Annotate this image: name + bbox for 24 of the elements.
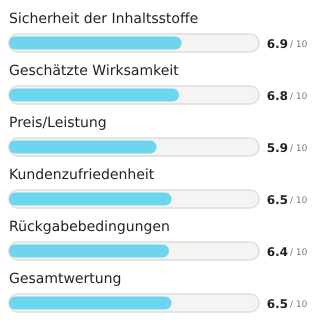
data-label: 6.8 [266,89,288,103]
bar [9,296,172,310]
data-label: 6.9 [266,37,288,51]
text: / 10 [290,196,308,206]
text: / 10 [290,92,308,102]
y-tick-label: Gesamtwertung [9,271,122,287]
bar [9,36,182,50]
y-tick-label: Geschätzte Wirksamkeit [9,63,180,79]
data-label: 6.5 [266,297,288,311]
data-label: 6.4 [266,245,288,259]
text: / 10 [290,40,308,50]
bar [9,192,172,206]
bar [9,244,169,258]
y-tick-label: Preis/Leistung [9,115,107,131]
text: / 10 [290,248,308,258]
bar [9,140,156,154]
data-label: 5.9 [266,141,288,155]
y-tick-label: Kundenzufriedenheit [9,167,155,183]
y-tick-label: Rückgabebedingungen [9,219,170,235]
text: / 10 [290,144,308,154]
y-tick-label: Sicherheit der Inhaltsstoffe [9,11,198,27]
data-label: 6.5 [266,193,288,207]
bar [9,88,179,102]
text: / 10 [290,300,308,310]
